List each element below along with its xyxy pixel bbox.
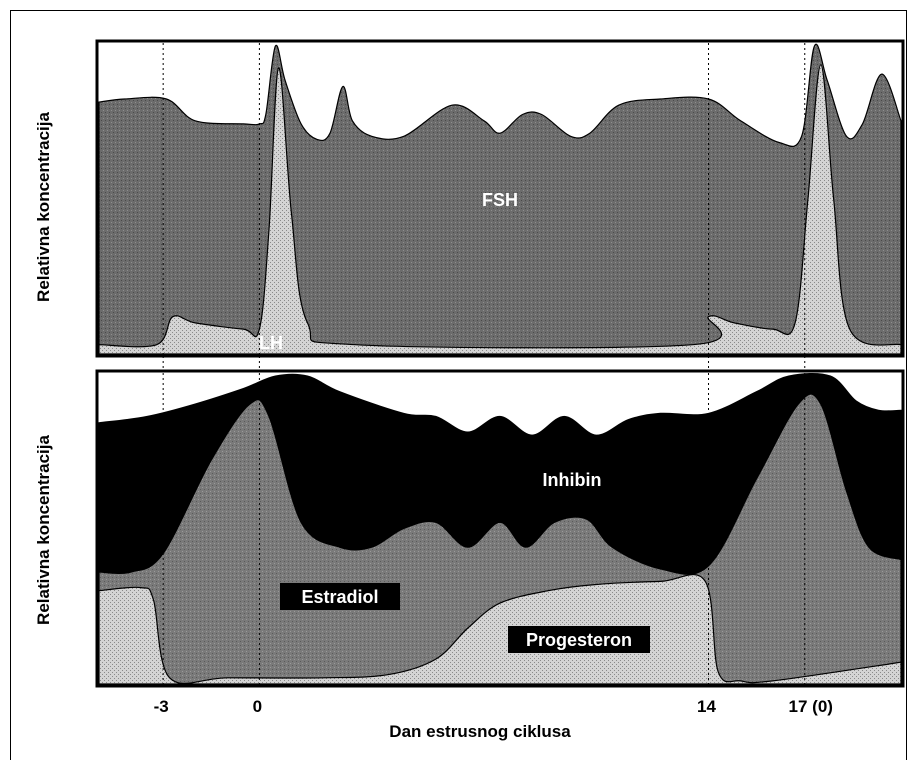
series-area-progesteron [98,574,902,685]
series-area-lh [98,64,902,355]
series-area-fsh [98,43,902,355]
estradiol-label: Estradiol [301,587,378,607]
x-tick-label: -3 [154,697,169,716]
inhibin-label: Inhibin [543,470,602,490]
y-axis-label-bottom: Relativna koncentracija [34,435,53,625]
bottom-panel-border [95,369,905,688]
progesteron-label-bg [508,626,650,653]
fsh-lh-panel: FSH LH [95,39,905,371]
x-tick-label: 0 [253,697,262,716]
inhibin-label-bg [532,466,612,492]
x-tick-label: 14 [697,697,716,716]
y-axis-label-top: Relativna koncentracija [34,112,53,302]
top-panel-border [95,39,905,358]
x-axis-label: Dan estrusnog ciklusa [389,722,571,741]
figure-frame [10,10,907,760]
progesteron-label: Progesteron [526,630,632,650]
fsh-label: FSH [482,190,518,210]
x-axis-ticks: -3 0 14 17 (0) [154,697,833,716]
x-tick-label: 17 (0) [789,697,833,716]
lh-label: LH [259,333,283,353]
estradiol-label-bg [280,583,400,610]
inhibin-estradiol-progesteron-panel: Inhibin Estradiol Progesteron [95,369,905,688]
